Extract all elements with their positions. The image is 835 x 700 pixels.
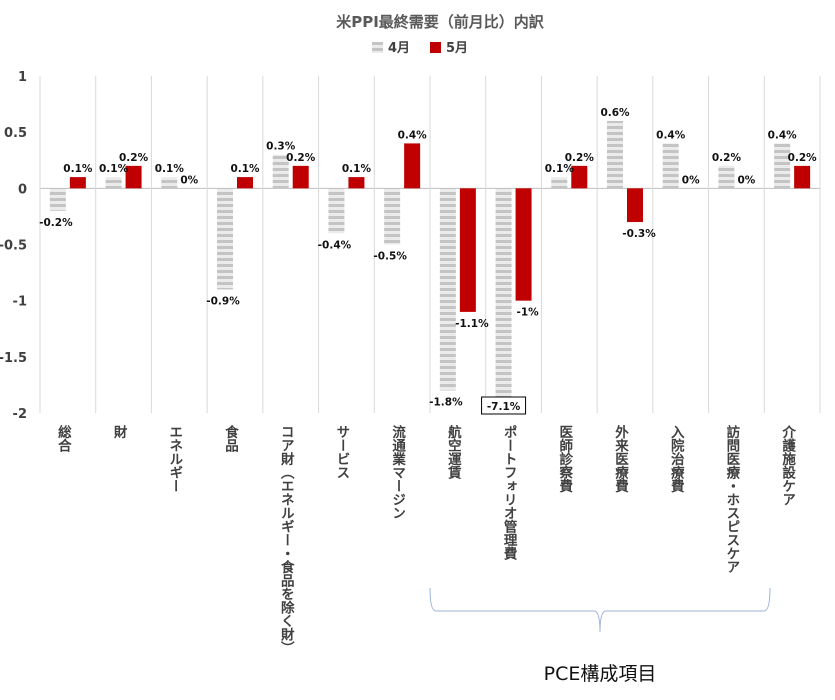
data-label-may-13: 0.2% xyxy=(788,152,818,164)
data-label-april-11: 0.4% xyxy=(656,129,686,141)
data-label-may-9: 0.2% xyxy=(565,152,595,164)
bar-april-6 xyxy=(384,188,401,245)
legend-label-may: 5月 xyxy=(446,41,468,56)
data-label-may-1: 0.2% xyxy=(119,152,149,164)
bar-april-5 xyxy=(328,188,345,234)
legend: 4月 5月 xyxy=(372,41,468,56)
bar-april-12 xyxy=(718,165,735,189)
data-label-may-3: 0.1% xyxy=(230,163,260,175)
bar-april-4 xyxy=(272,154,289,189)
bar-april-11 xyxy=(662,143,679,189)
category-label-8: ポートフォリオ管理費 xyxy=(501,425,518,562)
data-label-may-10: -0.3% xyxy=(622,228,656,240)
pce-group-label: PCE構成項目 xyxy=(544,663,657,685)
data-label-may-7: -1.1% xyxy=(455,318,489,330)
category-label-0: 総合 xyxy=(55,424,72,454)
category-label-3: 食品 xyxy=(222,424,239,454)
y-tick-label: -1 xyxy=(13,295,27,310)
data-label-may-8: -1% xyxy=(516,307,539,319)
bar-may-3 xyxy=(237,177,253,189)
data-label-may-2: 0% xyxy=(180,174,198,186)
data-label-april-10: 0.6% xyxy=(600,107,630,119)
data-label-april-5: -0.4% xyxy=(318,239,352,251)
data-label-may-6: 0.4% xyxy=(398,129,428,141)
bar-may-13 xyxy=(794,165,811,189)
bar-may-8 xyxy=(515,188,532,301)
bar-may-7 xyxy=(459,188,476,312)
y-tick-label: 1 xyxy=(18,70,27,85)
bar-may-1 xyxy=(125,165,142,189)
pce-group-bracket xyxy=(429,587,771,633)
bar-april-8 xyxy=(495,188,512,413)
bar-april-3 xyxy=(217,188,233,290)
data-label-may-0: 0.1% xyxy=(63,163,93,175)
bar-may-6 xyxy=(404,143,421,189)
bar-may-5 xyxy=(348,177,365,189)
bar-april-2 xyxy=(161,177,178,189)
category-label-1: 財 xyxy=(111,424,129,440)
bar-may-4 xyxy=(292,165,309,189)
category-label-6: 流通業マージン xyxy=(389,424,407,520)
category-label-7: 航空運賃 xyxy=(445,424,463,481)
data-label-april-7: -1.8% xyxy=(429,397,463,409)
data-label-april-2: 0.1% xyxy=(155,163,185,175)
legend-swatch-april xyxy=(372,42,383,53)
data-label-april-4: 0.3% xyxy=(266,141,296,153)
y-tick-label: -1.5 xyxy=(0,351,27,366)
legend-label-april: 4月 xyxy=(388,41,410,56)
data-label-april-3: -0.9% xyxy=(206,295,240,307)
category-label-13: 介護施設ケア xyxy=(779,425,797,507)
y-tick-label: -0.5 xyxy=(0,239,27,254)
bar-april-7 xyxy=(439,188,456,391)
data-label-april-9: 0.1% xyxy=(545,163,575,175)
bar-april-1 xyxy=(105,177,122,189)
category-label-10: 外来医療費 xyxy=(612,424,630,494)
bar-may-9 xyxy=(571,165,588,189)
data-label-april-13: 0.4% xyxy=(768,129,798,141)
clipped-value-label-box xyxy=(481,396,527,415)
data-label-april-0: -0.2% xyxy=(39,217,73,229)
data-label-april-12: 0.2% xyxy=(712,152,742,164)
y-tick-label: -2 xyxy=(13,407,27,422)
bar-april-10 xyxy=(607,120,623,189)
data-label-april-6: -0.5% xyxy=(373,251,407,263)
y-tick-label: 0.5 xyxy=(4,126,27,141)
data-label-april-1: 0.1% xyxy=(99,163,129,175)
bar-may-0 xyxy=(69,177,86,189)
category-label-4: コア財（エネルギー・食品を除く財） xyxy=(278,425,296,655)
bar-april-9 xyxy=(551,177,568,189)
bar-april-13 xyxy=(774,143,791,189)
data-label-may-11: 0% xyxy=(682,174,700,186)
legend-swatch-may xyxy=(430,42,441,53)
data-label-may-12: 0% xyxy=(738,174,756,186)
category-label-5: サービス xyxy=(333,425,350,480)
category-label-12: 訪問医療・ホスピスケア xyxy=(723,424,740,574)
data-label-clipped: -7.1% xyxy=(487,401,521,413)
category-label-11: 入院治療費 xyxy=(668,425,685,494)
chart-title: 米PPI最終需要（前月比）内訳 xyxy=(336,13,545,31)
category-label-9: 医師診察費 xyxy=(556,425,573,494)
data-label-may-5: 0.1% xyxy=(342,163,372,175)
category-label-2: エネルギー xyxy=(166,425,183,493)
bar-april-0 xyxy=(49,188,66,211)
bar-may-10 xyxy=(627,188,643,223)
data-label-may-4: 0.2% xyxy=(286,152,316,164)
y-tick-label: 0 xyxy=(18,182,27,197)
